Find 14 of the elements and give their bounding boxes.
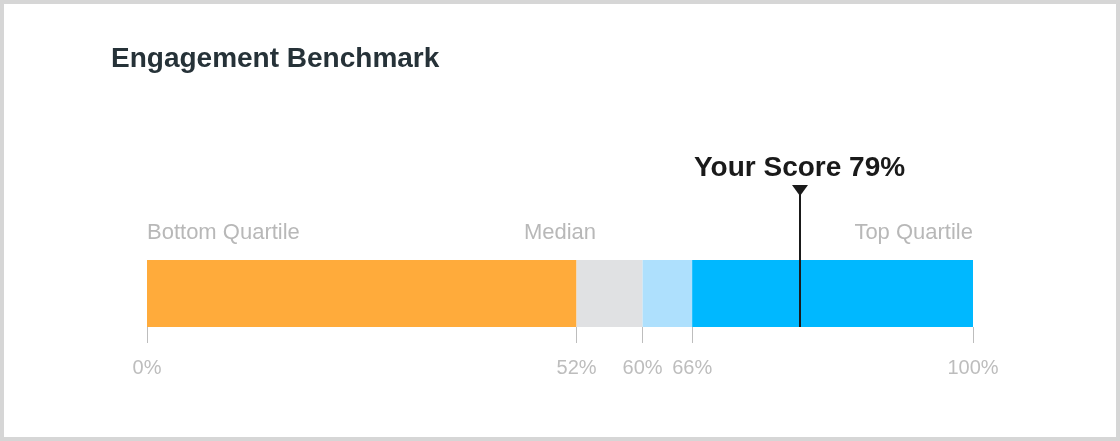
bar	[642, 260, 693, 327]
x-tick-label: 60%	[622, 356, 663, 378]
bar	[692, 260, 973, 327]
bar	[576, 260, 643, 327]
chart-title: Engagement Benchmark	[111, 41, 440, 73]
annotation: Median	[523, 218, 597, 244]
x-tick-label: 52%	[556, 356, 597, 378]
x-tick-label: 0%	[132, 356, 162, 378]
x-tick-label: 100%	[947, 356, 999, 378]
bar	[147, 260, 577, 327]
x-tick-label: 66%	[672, 356, 713, 378]
annotation: Bottom Quartile	[147, 218, 300, 244]
ref-line-label: Your Score 79%	[693, 150, 906, 182]
annotation: Top Quartile	[854, 218, 973, 244]
